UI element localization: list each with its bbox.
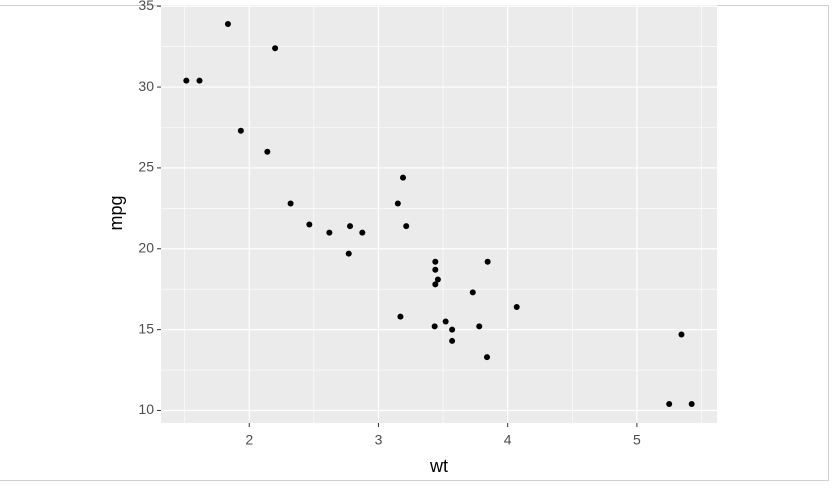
y-tick-label: 20 [138,239,154,255]
point [326,229,333,236]
x-tick-label: 4 [504,432,512,448]
x-tick-label: 5 [633,432,641,448]
x-axis-label: wt [429,456,448,476]
point [400,174,407,181]
y-tick-label: 10 [138,401,154,417]
point [264,148,271,155]
point [306,221,313,228]
point [237,127,244,134]
point [434,276,441,283]
point [449,326,456,333]
y-axis-label: mpg [106,195,126,230]
x-tick-label: 2 [245,432,253,448]
point [484,354,491,361]
y-tick-label: 35 [138,0,154,13]
panel [161,5,717,423]
point [183,77,190,84]
point [431,323,438,330]
point [449,337,456,344]
point [287,200,294,207]
point [397,313,404,320]
point [476,323,483,330]
y-tick-label: 15 [138,320,154,336]
point [394,200,401,207]
point [403,223,410,230]
point [432,258,439,265]
y-tick-label: 25 [138,159,154,175]
y-tick-label: 30 [138,78,154,94]
point [196,77,203,84]
point [224,21,231,27]
point [484,258,491,265]
x-tick-label: 3 [375,432,383,448]
point [678,331,685,338]
point [432,266,439,273]
point [688,401,695,407]
point [347,223,354,230]
point [469,289,476,296]
point [442,318,449,325]
point [513,303,520,310]
point [272,45,279,52]
point [345,250,352,257]
point [666,401,673,407]
point [432,281,439,288]
point [359,229,366,236]
